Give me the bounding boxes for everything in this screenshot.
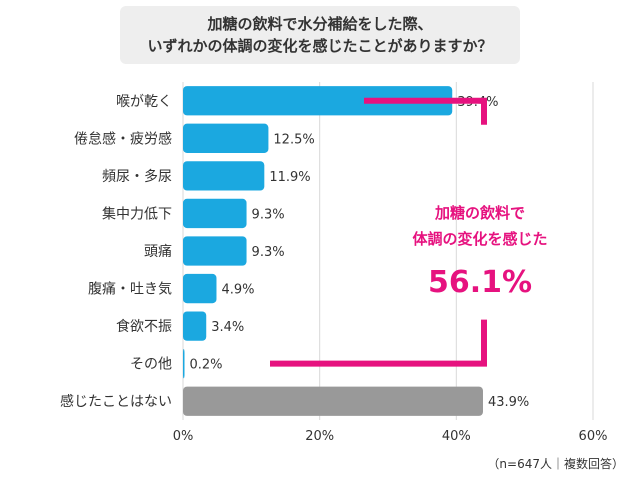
category-label: 感じたことはない [60,393,172,410]
bracket-bottom [270,319,487,367]
category-label: その他 [130,357,172,373]
bar [183,236,247,266]
category-label: 食欲不振 [116,318,172,335]
sample-note: （n=647人｜複数回答） [487,457,624,471]
bracket-top [364,97,487,125]
x-tick-label: 0% [173,429,194,444]
chart-title-line-1: 加糖の飲料で水分補給をした際、 [207,15,433,33]
annotation-value: 56.1% [428,265,532,300]
value-label: 12.5% [273,132,314,147]
bar [183,386,483,416]
chart-title-box: 加糖の飲料で水分補給をした際、 いずれかの体調の変化を感じたことがありますか？ [120,6,520,64]
category-label: 腹痛・吐き気 [88,281,172,298]
x-tick-label: 60% [579,429,608,444]
x-tick-label: 20% [305,429,334,444]
bar [183,86,453,116]
category-label: 喉が乾く [116,94,172,110]
x-tick-label: 40% [442,429,471,444]
value-label: 3.4% [211,320,244,335]
chart-title-line-2: いずれかの体調の変化を感じたことがありますか？ [147,37,493,55]
annotation-line-1: 加糖の飲料で [434,204,525,222]
bar [183,123,269,153]
category-label: 頻尿・多尿 [102,168,172,185]
value-label: 4.9% [221,283,254,298]
annotation-line-2: 体調の変化を感じた [412,230,547,248]
bar [183,161,265,191]
bar [183,198,247,229]
category-label: 倦怠感・疲労感 [74,130,172,147]
value-label: 11.9% [269,170,310,185]
bar [183,349,185,379]
value-label: 9.3% [252,207,285,222]
category-label: 集中力低下 [102,205,172,222]
value-label: 43.9% [488,395,529,410]
category-label: 頭痛 [144,243,172,260]
value-label: 0.2% [190,358,223,373]
bar [183,311,207,341]
value-label: 9.3% [252,245,285,260]
bar [183,273,217,304]
